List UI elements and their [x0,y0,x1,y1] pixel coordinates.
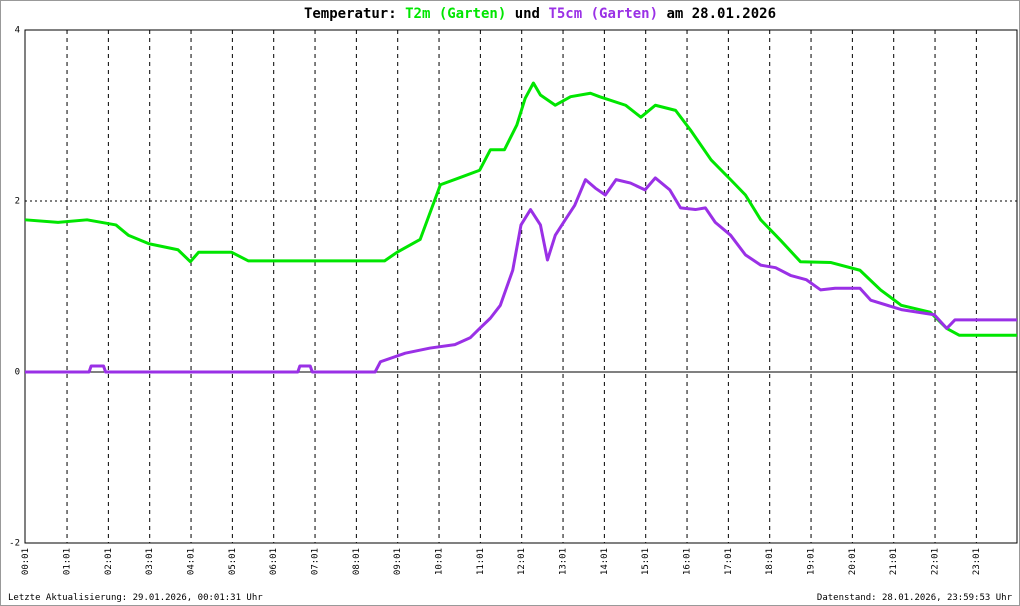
chart-title: Temperatur: T2m (Garten) und T5cm (Garte… [304,6,776,22]
x-tick-label: 09:01 [393,548,403,575]
footer-left: Letzte Aktualisierung: 29.01.2026, 00:01… [8,593,263,603]
x-tick-label: 05:01 [228,548,238,575]
x-tick-label: 04:01 [187,548,197,575]
x-tick-label: 21:01 [889,548,899,575]
x-tick-label: 23:01 [972,548,982,575]
line [24,81,1017,337]
x-tick-label: 22:01 [931,548,941,575]
x-tick-label: 14:01 [600,548,610,575]
title-prefix: Temperatur: [304,6,397,22]
legend-entry: T5cm (Garten) [548,6,658,22]
x-tick-label: 08:01 [352,548,362,575]
x-tick-label: 13:01 [559,548,569,575]
legend-entry: T2m (Garten) [405,6,506,22]
y-tick-label: 0 [15,368,20,378]
title-suffix: am 28.01.2026 [666,6,776,22]
x-tick-label: 06:01 [269,548,279,575]
x-tick-label: 16:01 [683,548,693,575]
x-tick-label: 12:01 [517,548,527,575]
x-tick-label: 11:01 [476,548,486,575]
x-tick-label: 10:01 [435,548,445,575]
title-join: und [515,6,540,22]
x-tick-label: 01:01 [63,548,73,575]
x-tick-label: 17:01 [724,548,734,575]
y-tick-label: 2 [15,197,20,207]
x-tick-label: 03:01 [145,548,155,575]
y-tick-label: 4 [15,26,20,36]
line [25,176,1017,374]
x-tick-label: 19:01 [807,548,817,575]
y-tick-label: -2 [9,539,20,549]
footer-right: Datenstand: 28.01.2026, 23:59:53 Uhr [817,593,1013,603]
x-tick-label: 18:01 [765,548,775,575]
x-tick-label: 15:01 [641,548,651,575]
x-tick-label: 00:01 [21,548,31,575]
plot-border [24,29,1018,544]
x-tick-label: 20:01 [848,548,858,575]
x-tick-label: 02:01 [104,548,114,575]
x-tick-label: 07:01 [311,548,321,575]
